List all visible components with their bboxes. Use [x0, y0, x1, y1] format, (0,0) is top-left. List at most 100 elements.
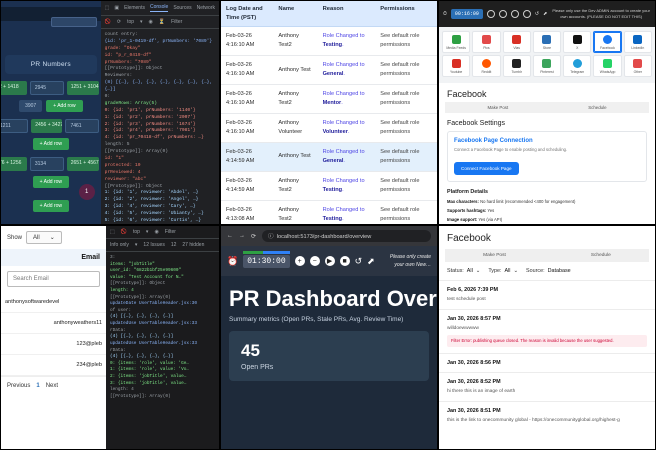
eye-icon[interactable]: ◉ — [154, 229, 159, 235]
page-number[interactable]: 1 — [36, 383, 40, 389]
platform-tile-youtube[interactable]: Youtube — [442, 55, 471, 77]
minus-icon[interactable]: − — [309, 256, 320, 266]
popout-icon[interactable]: ⬈ — [367, 255, 375, 266]
add-row-button[interactable]: + Add row — [32, 200, 70, 212]
table-row[interactable]: Feb-03-26 4:16:10 AM Anthony Test2 Role … — [221, 26, 437, 57]
make-post-button[interactable]: Make Post — [487, 105, 509, 110]
schedule-button[interactable]: Schedule — [588, 105, 607, 110]
console-line[interactable]: (8) [{…}, {…}, {…}, {…}, {…}, {…}, {…}, … — [104, 80, 213, 93]
table-row[interactable]: Feb-03-26 4:16:10 AM Anthony Test Role C… — [221, 55, 437, 86]
context-selector[interactable]: top — [132, 229, 140, 235]
console-line[interactable]: updateDate UserTableHeader.jsx:30 — [110, 301, 197, 307]
stop-icon[interactable] — [522, 10, 531, 18]
play-icon[interactable]: ▶ — [324, 256, 335, 266]
add-row-button[interactable]: + Add row — [46, 100, 83, 112]
tab-network[interactable]: Network — [196, 5, 215, 11]
clear-console-icon[interactable]: 🚫 — [104, 19, 111, 25]
table-row[interactable]: Feb-03-26 4:13:08 AM Anthony Test2 Role … — [221, 200, 437, 224]
eye-icon[interactable]: ◉ — [148, 19, 153, 25]
tab-sources[interactable]: Sources — [173, 5, 192, 11]
console-filter-input[interactable]: Filter — [164, 229, 176, 235]
tab-elements[interactable]: Elements — [124, 5, 145, 11]
list-item[interactable]: anthonysoftwaredevel — [1, 292, 106, 313]
add-row-button[interactable]: + Add row — [32, 176, 70, 188]
forward-icon[interactable]: → — [239, 233, 245, 239]
level-selector[interactable]: Info only — [110, 242, 129, 248]
previous-button[interactable]: Previous — [7, 383, 31, 389]
make-post-button[interactable]: Make Post — [483, 253, 506, 258]
schedule-button[interactable]: Schedule — [590, 253, 611, 258]
pr-chip[interactable]: 2651 + 4567 — [66, 157, 99, 171]
reload-icon[interactable]: ⟳ — [116, 19, 122, 25]
done-button[interactable] — [50, 17, 97, 27]
issues-count[interactable]: 12 Issues — [143, 242, 165, 248]
filter-status[interactable]: Status: All ⌄ — [447, 268, 480, 274]
back-icon[interactable]: ← — [227, 233, 233, 239]
show-select[interactable]: All ⌄ — [26, 231, 62, 244]
reload-icon[interactable]: ⟳ — [251, 233, 257, 240]
pr-chip[interactable]: 2 + 1418 — [1, 81, 27, 95]
table-row[interactable]: Feb-03-26 4:16:10 AM Anthony Test2 Role … — [221, 84, 437, 114]
list-item[interactable]: Jan 30, 2026 8:52 PM hi there this is an… — [439, 372, 655, 401]
chevron-down-icon[interactable]: ▾ — [134, 242, 138, 248]
inspect-icon[interactable]: ⬚ — [104, 5, 110, 11]
inspect-icon[interactable]: ⬚ — [110, 229, 115, 235]
table-row[interactable]: Feb-03-26 4:16:10 AM Anthony Volunteer R… — [221, 113, 437, 143]
pr-chip[interactable]: 7461 — [65, 119, 99, 133]
console-line[interactable]: updatedUse UserTableHeader.jsx:33 — [110, 321, 197, 327]
play-icon[interactable] — [510, 10, 519, 18]
alarm-icon[interactable]: ⏰ — [227, 255, 239, 266]
search-email-input[interactable]: Search Email — [7, 271, 100, 287]
platform-tile-pics[interactable]: Pics — [472, 31, 501, 53]
reset-icon[interactable]: ↺ — [534, 11, 540, 17]
platform-tile-x[interactable]: X — [563, 31, 592, 53]
tab-console[interactable]: Console — [149, 4, 169, 12]
address-bar[interactable]: ⓘ localhost:5173/pr-dashboard/overview — [262, 230, 431, 242]
device-toolbar-icon[interactable]: ▣ — [114, 5, 120, 11]
list-item[interactable]: Jan 30, 2026 8:51 PM this is the link to… — [439, 401, 655, 430]
platform-tile-telegram[interactable]: Telegram — [563, 55, 592, 77]
pr-chip[interactable]: 1211 — [1, 119, 29, 133]
add-icon[interactable]: + — [294, 256, 305, 266]
email-column-header[interactable]: Email — [1, 249, 106, 266]
platform-tile-linkedin[interactable]: LinkedIn — [623, 31, 652, 53]
platform-tile-tumblr[interactable]: Tumblr — [502, 55, 531, 77]
platform-tile-whatsapp[interactable]: WhatsApp — [593, 55, 622, 77]
pr-chip[interactable]: 2945 — [29, 81, 64, 95]
platform-tile-store[interactable]: Store — [532, 31, 562, 53]
filter-type[interactable]: Type: All ⌄ — [488, 268, 518, 274]
list-item[interactable]: Jan 30, 2026 8:57 PM willdoewwwww Filter… — [439, 309, 655, 353]
pr-chip[interactable]: 76 + 1256 — [1, 157, 27, 171]
list-item[interactable]: 123@pleb — [1, 334, 106, 355]
error-count[interactable]: 12 — [170, 242, 177, 248]
pr-small-chip[interactable]: 3907 — [19, 100, 43, 112]
console-line[interactable]: {id: 'pr_1-0419-df', prNumbers: '7089'} — [104, 38, 213, 44]
list-item[interactable]: Feb 6, 2026 7:39 PM test schedule post — [439, 280, 655, 309]
table-row[interactable]: Feb-03-26 4:14:59 AM Anthony Test2 Role … — [221, 171, 437, 201]
list-item[interactable]: Jan 30, 2026 8:56 PM — [439, 353, 655, 372]
next-button[interactable]: Next — [45, 383, 59, 389]
connect-facebook-page-button[interactable]: Connect Facebook Page — [454, 162, 519, 175]
stop-icon[interactable]: ■ — [339, 256, 350, 266]
minus-icon[interactable] — [498, 10, 507, 18]
console-filter-input[interactable]: Filter — [171, 19, 183, 25]
list-item[interactable]: anthonyweathers11 — [1, 313, 106, 334]
filter-source[interactable]: Source: Database — [526, 268, 571, 274]
add-row-button[interactable]: + Add row — [32, 138, 70, 150]
popout-icon[interactable]: ⬈ — [543, 11, 548, 17]
chevron-down-icon[interactable]: ▾ — [145, 229, 149, 235]
platform-tile-media-feeds[interactable]: Media Feeds — [442, 31, 471, 53]
notification-badge[interactable]: 1 — [78, 184, 95, 200]
list-item[interactable]: 234@pleb — [1, 355, 106, 376]
pr-chip[interactable]: 2456 + 3427 — [31, 119, 63, 133]
pr-chip[interactable]: 3134 — [29, 157, 64, 171]
console-line[interactable]: updatedUse UserTableHeader.jsx:33 — [110, 340, 197, 346]
chevron-down-icon[interactable]: ▾ — [140, 19, 143, 25]
platform-tile-other[interactable]: Other — [623, 55, 652, 77]
platform-tile-facebook[interactable]: Facebook — [593, 31, 622, 53]
table-row[interactable]: Feb-03-26 4:14:59 AM Anthony Test Role C… — [221, 142, 437, 172]
add-icon[interactable] — [486, 10, 495, 18]
reset-icon[interactable]: ↺ — [354, 255, 363, 266]
platform-tile-vlas[interactable]: Vlas — [502, 31, 531, 53]
clear-console-icon[interactable]: 🚫 — [120, 229, 127, 235]
